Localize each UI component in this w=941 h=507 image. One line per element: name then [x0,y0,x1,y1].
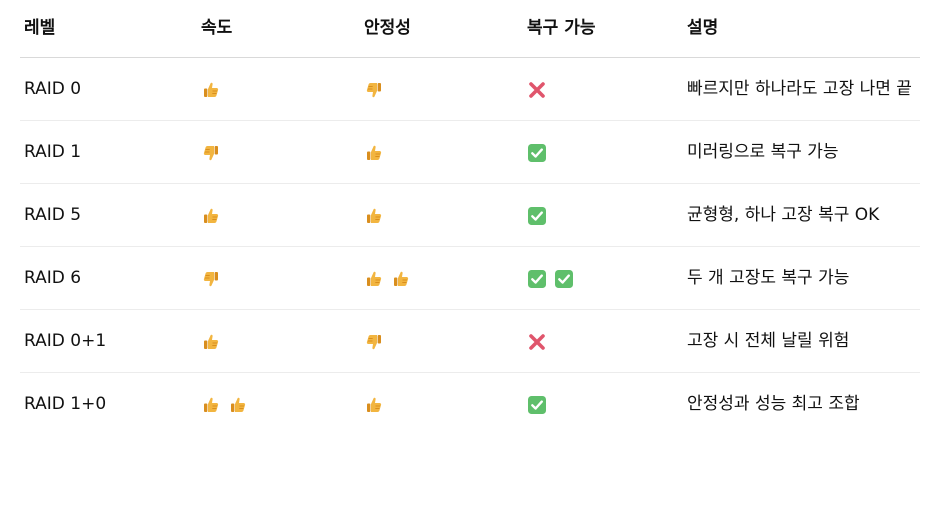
header-stability: 안정성 [364,18,411,38]
thumbs-up-icon [391,269,411,289]
stability-cell [360,136,523,169]
check-mark-icon [527,206,547,226]
description-cell: 고장 시 전체 날릴 위험 [687,331,850,351]
table-row: RAID 1 미러링으로 복구 가능 [20,121,920,184]
level-cell: RAID 1+0 [24,394,107,414]
thumbs-down-icon [364,332,384,352]
speed-cell [197,325,360,358]
table-row: RAID 6 두 개 고장도 복구 가능 [20,247,920,310]
table-row: RAID 0+1 고장 시 전체 날릴 위험 [20,310,920,373]
thumbs-up-icon [364,395,384,415]
stability-cell [360,325,523,358]
level-cell: RAID 6 [24,268,82,288]
raid-table: 레벨 속도 안정성 복구 가능 설명 RAID 0 빠르지만 하나라도 고장 나… [20,0,920,435]
recovery-cell [523,325,683,358]
description-cell: 안정성과 성능 최고 조합 [687,394,860,414]
thumbs-up-icon [201,395,221,415]
thumbs-up-icon [228,395,248,415]
level-cell: RAID 1 [24,142,82,162]
stability-cell [360,73,523,106]
cross-mark-icon [527,332,547,352]
thumbs-up-icon [201,206,221,226]
thumbs-up-icon [201,80,221,100]
header-level: 레벨 [24,18,56,38]
thumbs-down-icon [201,143,221,163]
thumbs-up-icon [364,143,384,163]
description-cell: 두 개 고장도 복구 가능 [687,268,850,288]
thumbs-up-icon [364,269,384,289]
check-mark-icon [527,269,547,289]
level-cell: RAID 5 [24,205,82,225]
level-cell: RAID 0+1 [24,331,107,351]
table-header-row: 레벨 속도 안정성 복구 가능 설명 [20,0,920,58]
thumbs-down-icon [364,80,384,100]
stability-cell [360,199,523,232]
recovery-cell [523,73,683,106]
level-cell: RAID 0 [24,79,82,99]
thumbs-up-icon [364,206,384,226]
description-cell: 균형형, 하나 고장 복구 OK [687,205,880,225]
check-mark-icon [527,143,547,163]
speed-cell [197,262,360,295]
description-cell: 빠르지만 하나라도 고장 나면 끝 [687,79,912,99]
speed-cell [197,388,360,421]
thumbs-up-icon [201,332,221,352]
cross-mark-icon [527,80,547,100]
table-row: RAID 5 균형형, 하나 고장 복구 OK [20,184,920,247]
recovery-cell [523,136,683,169]
check-mark-icon [527,395,547,415]
recovery-cell [523,262,683,295]
speed-cell [197,136,360,169]
recovery-cell [523,388,683,421]
stability-cell [360,262,523,295]
header-recovery: 복구 가능 [527,18,596,38]
speed-cell [197,199,360,232]
table-row: RAID 0 빠르지만 하나라도 고장 나면 끝 [20,58,920,121]
speed-cell [197,73,360,106]
stability-cell [360,388,523,421]
header-description: 설명 [687,18,719,38]
description-cell: 미러링으로 복구 가능 [687,142,839,162]
thumbs-down-icon [201,269,221,289]
check-mark-icon [554,269,574,289]
header-speed: 속도 [201,18,233,38]
table-row: RAID 1+0 안정성과 성능 최고 조합 [20,373,920,435]
recovery-cell [523,199,683,232]
